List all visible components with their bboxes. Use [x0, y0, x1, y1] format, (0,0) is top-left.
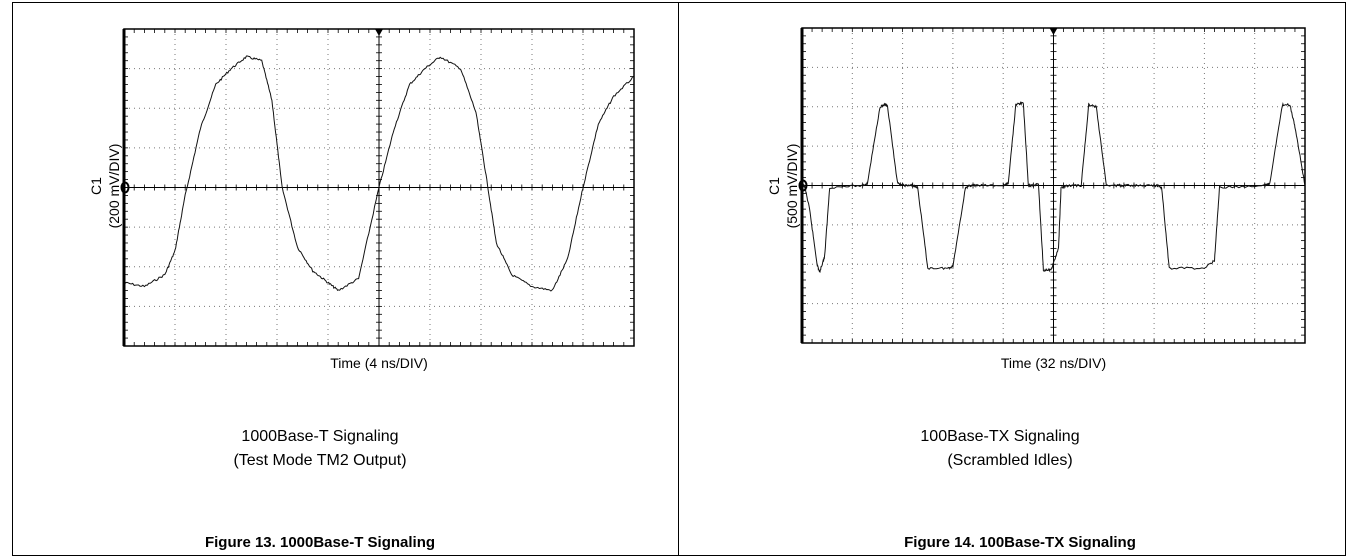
caption-line1-figure-14: 100Base-TX Signaling	[920, 428, 1080, 445]
ground-marker-icon	[798, 179, 808, 192]
y-axis-channel: C1	[766, 177, 782, 195]
y-axis-scale: (200 mV/DIV)	[106, 143, 122, 229]
scope-plot-1000base-t	[120, 28, 635, 347]
scope-figure-13	[120, 28, 635, 347]
caption-line2-figure-14: (Scrambled Idles)	[947, 452, 1073, 469]
trigger-marker-icon	[375, 29, 383, 36]
figure-title-13: Figure 13. 1000Base-T Signaling	[204, 534, 436, 551]
page-frame	[12, 2, 1346, 556]
ground-marker-icon	[120, 181, 130, 194]
y-axis-scale: (500 mV/DIV)	[784, 143, 800, 229]
x-axis-label-figure-14: Time (32 ns/DIV)	[1000, 355, 1107, 371]
trigger-marker-icon	[1049, 28, 1058, 35]
figure-title-14: Figure 14. 100Base-TX Signaling	[904, 534, 1136, 551]
signal-trace	[123, 55, 635, 292]
signal-trace	[801, 101, 1306, 273]
y-axis-channel: C1	[88, 177, 104, 195]
scope-figure-14	[798, 27, 1306, 344]
column-divider	[678, 2, 679, 556]
caption-line1-figure-13: 1000Base-T Signaling	[241, 428, 399, 445]
scope-plot-100base-tx	[798, 27, 1306, 344]
x-axis-label-figure-13: Time (4 ns/DIV)	[330, 355, 428, 371]
caption-line2-figure-13: (Test Mode TM2 Output)	[233, 452, 407, 469]
